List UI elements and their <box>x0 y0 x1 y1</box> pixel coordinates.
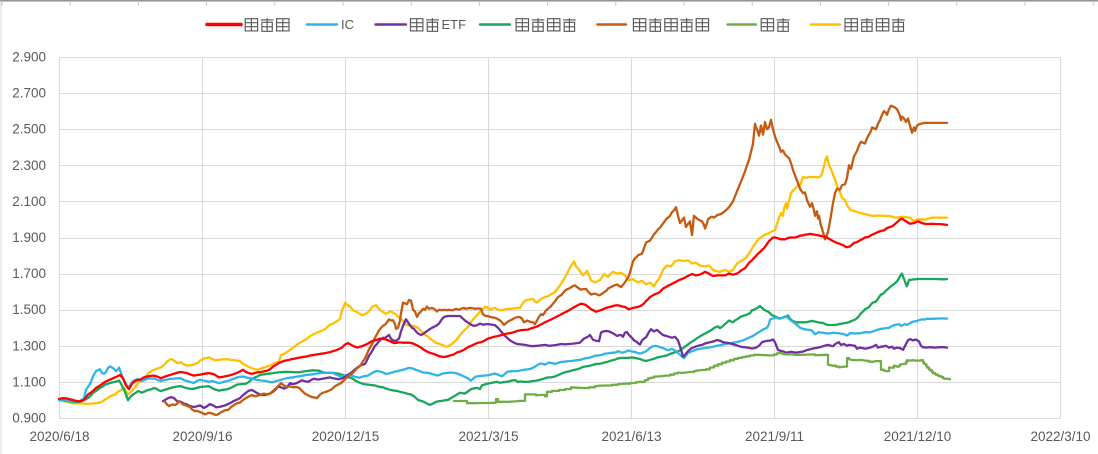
svg-text:2021/9/11: 2021/9/11 <box>745 429 804 444</box>
svg-text:1.500: 1.500 <box>12 302 46 317</box>
svg-text:1.100: 1.100 <box>12 374 46 389</box>
svg-text:2021/12/10: 2021/12/10 <box>884 429 952 444</box>
svg-text:2.300: 2.300 <box>12 158 46 173</box>
svg-text:2.700: 2.700 <box>12 86 46 101</box>
svg-text:2021/3/15: 2021/3/15 <box>458 429 518 444</box>
svg-text:ETF: ETF <box>442 17 467 32</box>
svg-text:2.100: 2.100 <box>12 194 46 209</box>
svg-text:1.900: 1.900 <box>12 230 46 245</box>
svg-text:2020/12/15: 2020/12/15 <box>312 429 380 444</box>
svg-text:2022/3/10: 2022/3/10 <box>1030 429 1090 444</box>
svg-text:2020/6/18: 2020/6/18 <box>29 429 89 444</box>
svg-text:IC: IC <box>341 17 354 32</box>
svg-text:2.900: 2.900 <box>12 50 46 65</box>
svg-text:1.700: 1.700 <box>12 266 46 281</box>
svg-text:2.500: 2.500 <box>12 122 46 137</box>
svg-text:0.900: 0.900 <box>12 411 46 426</box>
svg-text:1.300: 1.300 <box>12 338 46 353</box>
svg-text:2021/6/13: 2021/6/13 <box>601 429 661 444</box>
svg-text:2020/9/16: 2020/9/16 <box>172 429 232 444</box>
